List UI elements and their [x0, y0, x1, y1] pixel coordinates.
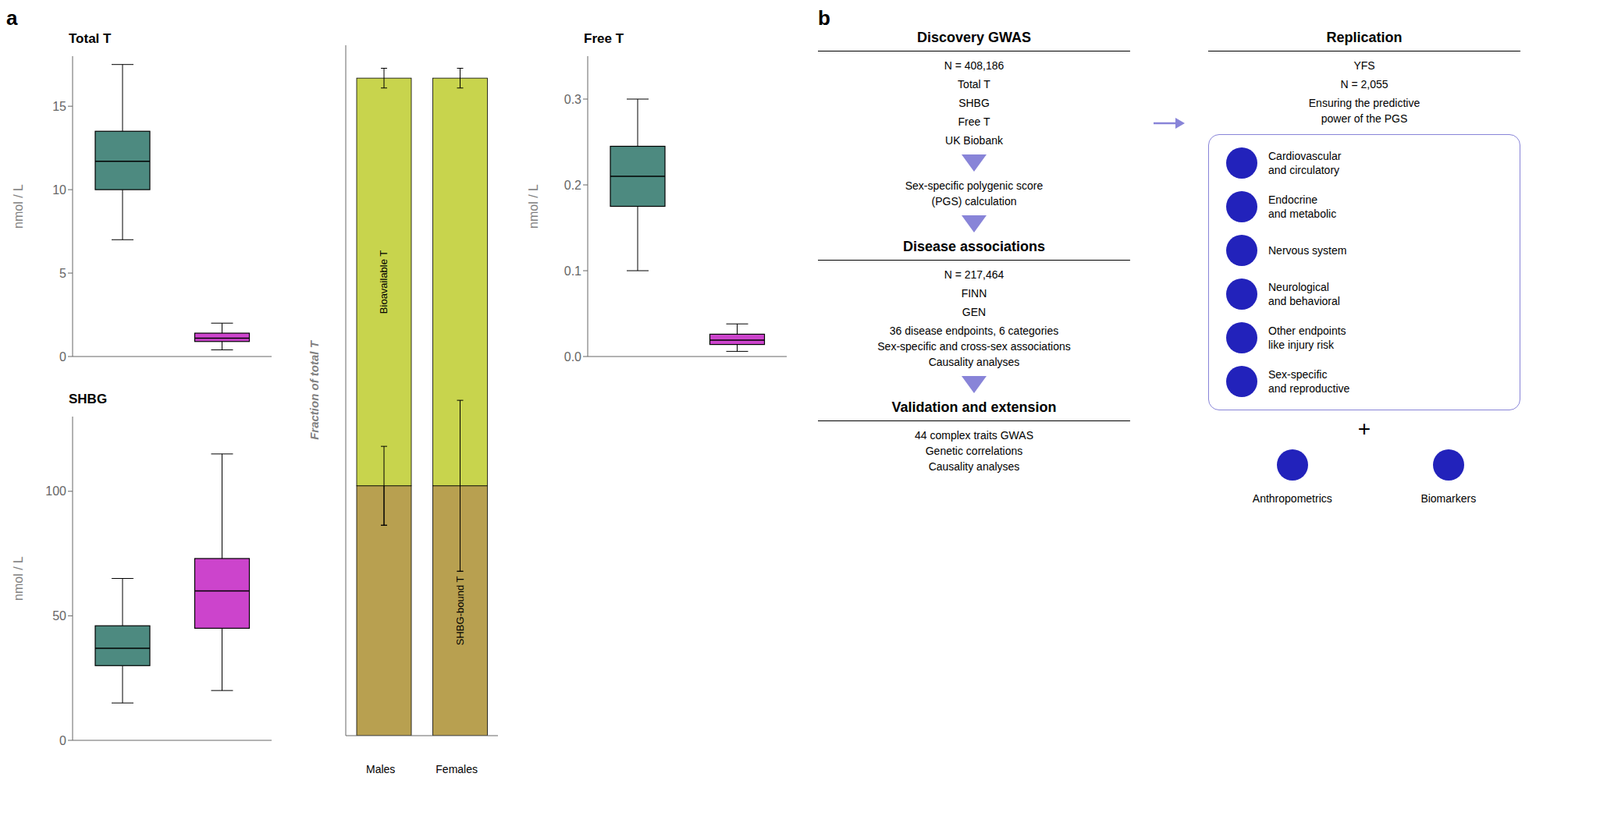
- svg-text:0.1: 0.1: [564, 264, 582, 278]
- svg-text:nmol / L: nmol / L: [11, 556, 25, 601]
- html-text:Total T: Total T: [68, 31, 112, 47]
- html-text:Neurological and behavioral: Neurological and behavioral: [1268, 280, 1341, 308]
- html-text:FINN: FINN: [961, 287, 987, 300]
- svg-text:SHBG-bound T: SHBG-bound T: [454, 576, 466, 646]
- html-text:Biomarkers: Biomarkers: [1420, 492, 1477, 505]
- svg-text:15: 15: [52, 99, 67, 114]
- html-text:Endocrine and metabolic: Endocrine and metabolic: [1268, 193, 1337, 221]
- html-text:Sex-specific and reproductive: Sex-specific and reproductive: [1268, 368, 1350, 395]
- html-text:N = 217,464: N = 217,464: [944, 268, 1004, 281]
- html-text:Other endpoints like injury ri: Other endpoints like injury risk: [1268, 324, 1347, 352]
- svg-text:0: 0: [59, 350, 67, 364]
- html-text:Total T: Total T: [957, 78, 991, 91]
- html-text:GEN: GEN: [962, 305, 986, 319]
- html-text:Replication: Replication: [1326, 29, 1403, 46]
- html-text:b: b: [817, 6, 831, 30]
- svg-text:0.0: 0.0: [564, 350, 582, 364]
- html-text:SHBG: SHBG: [68, 391, 108, 407]
- svg-text:0.3: 0.3: [564, 92, 582, 107]
- html-text:Sex-specific polygenic score (: Sex-specific polygenic score (PGS) calcu…: [905, 179, 1043, 208]
- html-text:Free T: Free T: [583, 31, 624, 47]
- html-text:SHBG: SHBG: [958, 96, 990, 110]
- svg-text:50: 50: [52, 609, 67, 623]
- svg-text:nmol / L: nmol / L: [526, 184, 541, 229]
- html-text:Females: Females: [435, 763, 478, 776]
- html-text:Anthropometrics: Anthropometrics: [1252, 492, 1333, 505]
- svg-text:Bioavailable T: Bioavailable T: [378, 250, 391, 314]
- svg-text:0.2: 0.2: [564, 178, 582, 192]
- html-text:Nervous system: Nervous system: [1268, 244, 1347, 257]
- html-text:a: a: [6, 6, 18, 30]
- html-text:UK Biobank: UK Biobank: [945, 134, 1003, 147]
- html-text:44 complex traits GWAS Genetic: 44 complex traits GWAS Genetic correlati…: [914, 429, 1034, 473]
- html-text:Ensuring the predictive power: Ensuring the predictive power of the PGS: [1308, 96, 1420, 125]
- html-text:Cardiovascular and circulatory: Cardiovascular and circulatory: [1268, 149, 1342, 177]
- html-text:YFS: YFS: [1353, 59, 1375, 72]
- html-text:Discovery GWAS: Discovery GWAS: [917, 29, 1032, 46]
- html-text:Males: Males: [366, 763, 396, 776]
- html-text:N = 408,186: N = 408,186: [944, 59, 1004, 72]
- svg-text:5: 5: [59, 266, 67, 281]
- svg-text:10: 10: [52, 183, 67, 197]
- svg-text:nmol / L: nmol / L: [11, 184, 25, 229]
- svg-text:0: 0: [59, 734, 67, 748]
- svg-text:100: 100: [45, 484, 67, 498]
- html-text:Free T: Free T: [958, 115, 991, 128]
- html-text:N = 2,055: N = 2,055: [1340, 78, 1389, 91]
- svg-text:Fraction of total T: Fraction of total T: [307, 339, 321, 440]
- html-text:Disease associations: Disease associations: [902, 238, 1046, 255]
- html-text:36 disease endpoints, 6 catego: 36 disease endpoints, 6 categories Sex-s…: [877, 324, 1071, 369]
- html-text:Validation and extension: Validation and extension: [891, 399, 1057, 416]
